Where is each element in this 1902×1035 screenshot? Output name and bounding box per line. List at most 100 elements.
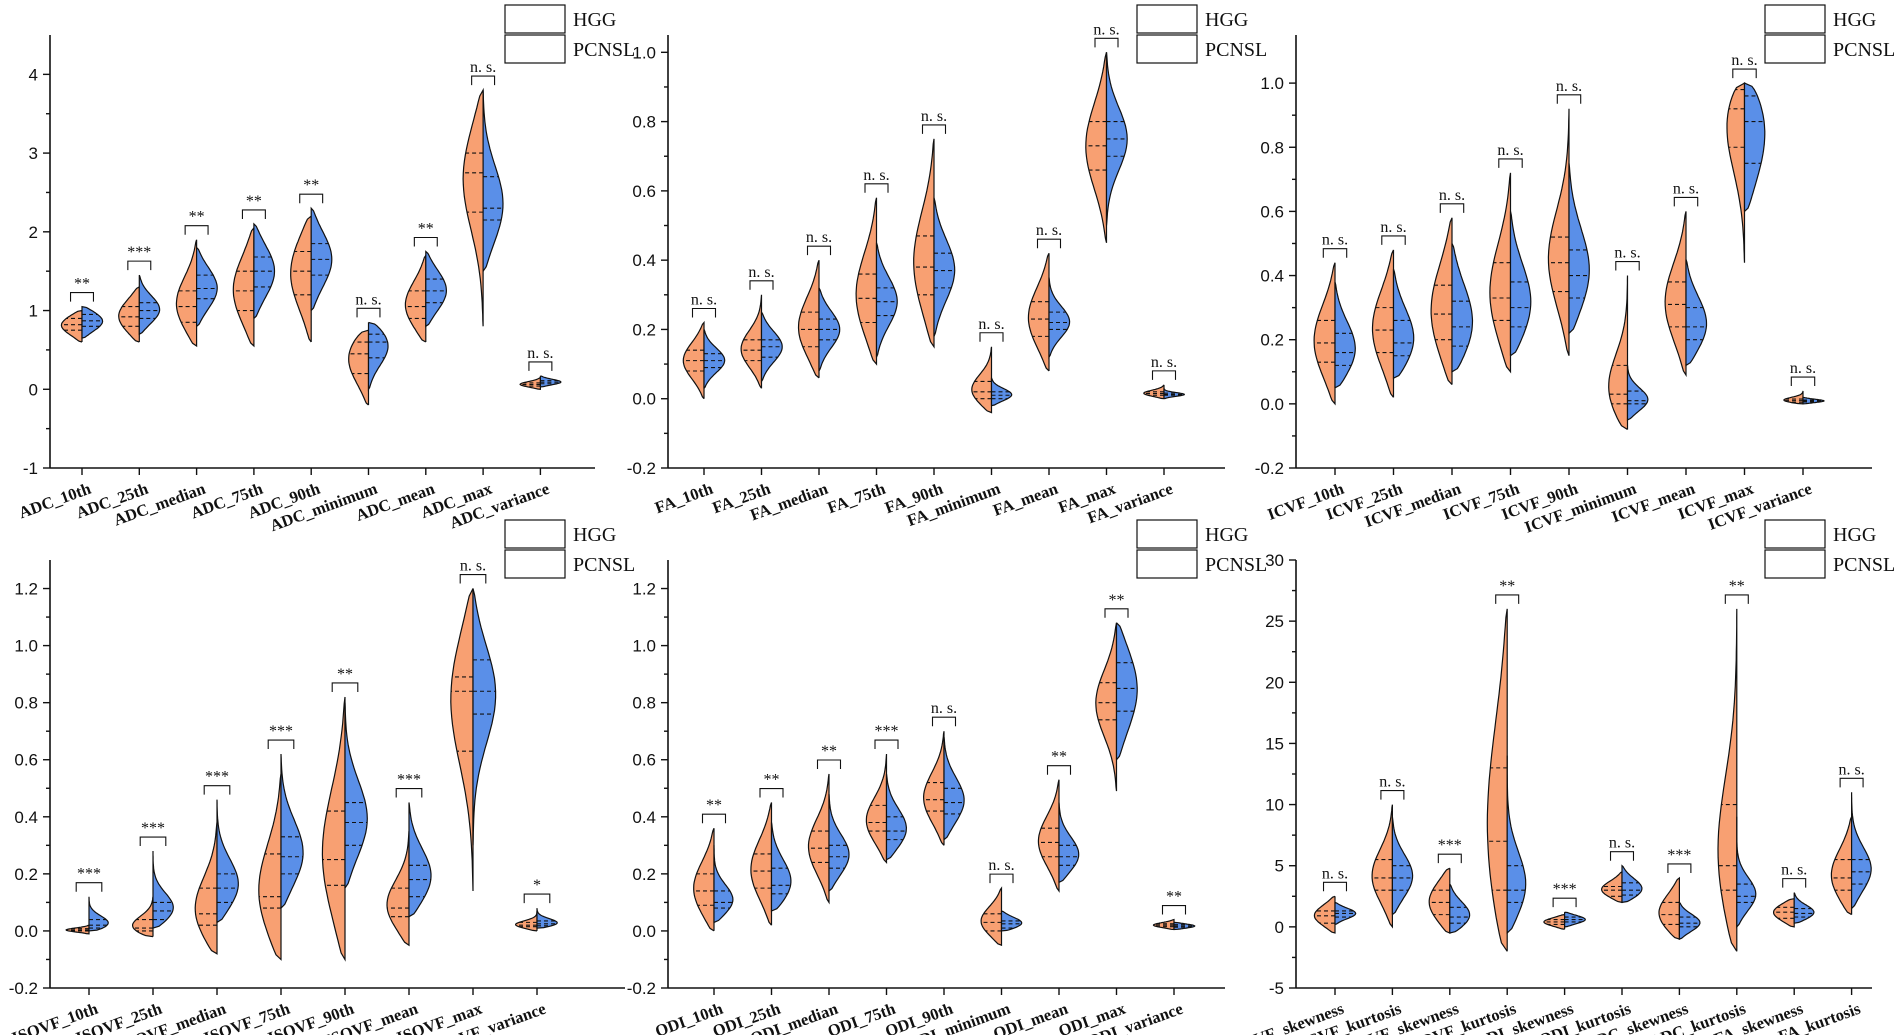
violin-group-FA_25th: n. s. [740, 264, 783, 389]
significance-bracket-ISOVF_mean [395, 787, 423, 798]
violin-hgg-FA_25th [740, 294, 763, 389]
violin-group-ISOVF_kurtosis: ** [1486, 578, 1527, 952]
significance-label-FA_90th: n. s. [921, 108, 947, 125]
violin-hgg-ISOVF_max [450, 588, 474, 892]
violin-group-FA_max: n. s. [1085, 21, 1128, 243]
legend-label-pcnsl: PCNSL [1833, 554, 1895, 576]
significance-label-FA_25th: n. s. [748, 264, 774, 281]
significance-bracket-ODI_10th [701, 813, 727, 824]
legend: HGG PCNSL [1764, 4, 1895, 64]
significance-label-ICVF_minimum: n. s. [1614, 245, 1640, 262]
significance-bracket-ISOVF_kurtosis [1495, 594, 1520, 604]
violin-group-ADC_kurtosis: ** [1717, 578, 1757, 952]
significance-bracket-ADC_max [471, 75, 496, 86]
y-tick-label: 0.0 [632, 390, 656, 409]
y-tick-label: 0.6 [1260, 202, 1284, 221]
legend-label-pcnsl: PCNSL [573, 554, 635, 576]
y-tick-label: 0.2 [14, 865, 38, 884]
violin-pcnsl-ICVF_90th [1568, 163, 1590, 335]
y-tick-label: 1.2 [632, 580, 656, 599]
significance-label-ADC_skewness: *** [1667, 847, 1691, 864]
significance-bracket-ISOVF_75th [267, 739, 295, 750]
violin-hgg-FA_kurtosis [1830, 816, 1853, 916]
violin-hgg-ADC_75th [232, 227, 255, 348]
violin-hgg-FA_max [1085, 52, 1108, 243]
violin-hgg-ICVF_75th [1489, 172, 1512, 374]
violin-pcnsl-FA_10th [703, 329, 726, 389]
significance-bracket-ICVF_90th [1556, 94, 1582, 104]
significance-label-ADC_variance: n. s. [527, 345, 553, 362]
y-tick-label: 0.6 [632, 182, 656, 201]
violin-pcnsl-FA_kurtosis [1851, 792, 1872, 909]
legend-swatch-pcnsl [1136, 34, 1198, 64]
significance-bracket-ISOVF_25th [139, 836, 167, 847]
violin-group-FA_skewness: n. s. [1773, 862, 1815, 928]
violin-group-ODI_minimum: n. s. [980, 857, 1023, 947]
y-tick-label: -5 [1269, 979, 1284, 998]
x-tick-label-FA_75th: FA_75th [825, 479, 888, 517]
y-tick-label: 0.0 [1260, 395, 1284, 414]
violin-hgg-FA_75th [855, 197, 878, 366]
significance-label-ODI_kurtosis: n. s. [1609, 835, 1635, 852]
legend-label-pcnsl: PCNSL [1205, 554, 1267, 576]
violin-pcnsl-ICVF_median [1451, 243, 1474, 373]
y-tick-label: 20 [1265, 673, 1284, 692]
violin-pcnsl-ADC_mean [425, 250, 448, 328]
violin-pcnsl-ISOVF_90th [344, 702, 368, 889]
violin-hgg-ISOVF_75th [258, 773, 282, 961]
significance-bracket-ICVF_median [1439, 203, 1465, 213]
legend-label-pcnsl: PCNSL [1833, 39, 1895, 61]
violin-group-ADC_minimum: n. s. [348, 291, 389, 406]
significance-bracket-FA_variance [1151, 370, 1177, 380]
significance-label-ICVF_median: n. s. [1439, 187, 1465, 204]
violin-group-FA_75th: n. s. [855, 167, 898, 366]
legend-label-hgg: HGG [573, 524, 616, 546]
violin-pcnsl-ADC_skewness [1678, 900, 1701, 940]
violin-group-ADC_25th: *** [118, 244, 161, 343]
significance-bracket-ODI_25th [759, 787, 784, 798]
violin-group-FA_median: n. s. [797, 229, 841, 379]
y-tick-label: 0.4 [1260, 267, 1284, 286]
significance-bracket-FA_90th [921, 124, 947, 134]
significance-label-ISOVF_skewness: *** [1438, 837, 1462, 854]
significance-label-FA_minimum: n. s. [978, 316, 1004, 333]
y-tick-label: -0.2 [627, 979, 656, 998]
significance-bracket-ODI_variance [1161, 904, 1187, 915]
significance-bracket-FA_median [806, 245, 832, 256]
violin-pcnsl-ODI_25th [770, 822, 792, 912]
violin-group-ISOVF_mean: *** [386, 772, 432, 947]
violin-group-ISOVF_10th: *** [65, 866, 109, 935]
violin-group-ISOVF_75th: *** [258, 723, 304, 961]
y-tick-label: 25 [1265, 612, 1284, 631]
significance-bracket-ISOVF_skewness [1437, 853, 1462, 864]
violin-pcnsl-ADC_variance [539, 375, 562, 388]
significance-label-FA_kurtosis: n. s. [1838, 761, 1864, 778]
significance-label-ISOVF_10th: *** [77, 866, 101, 883]
violin-group-ISOVF_skewness: *** [1428, 837, 1471, 934]
significance-label-ISOVF_90th: ** [337, 666, 353, 683]
violin-pcnsl-ODI_mean [1058, 802, 1080, 883]
significance-label-ISOVF_variance: * [533, 877, 541, 894]
significance-bracket-ICVF_minimum [1615, 261, 1640, 271]
significance-bracket-ADC_mean [413, 236, 438, 247]
significance-label-ICVF_75th: n. s. [1497, 142, 1523, 159]
y-tick-label: 0.8 [14, 694, 38, 713]
significance-bracket-ODI_75th [874, 739, 899, 750]
significance-bracket-FA_skewness [1782, 878, 1807, 888]
violin-group-ODI_mean: ** [1037, 749, 1080, 893]
y-tick-label: 1.0 [14, 637, 38, 656]
y-tick-label: 1 [29, 302, 38, 321]
violin-hgg-ADC_10th [60, 309, 83, 343]
significance-bracket-ICVF_variance [1790, 376, 1816, 387]
violin-group-ICVF_25th: n. s. [1371, 219, 1415, 398]
y-tick-label: -1 [23, 459, 38, 478]
y-tick-label: 0.6 [14, 751, 38, 770]
y-tick-label: 0.8 [632, 113, 656, 132]
y-tick-label: -0.2 [627, 459, 656, 478]
y-tick-label: 0 [1275, 918, 1284, 937]
violin-group-ADC_variance: n. s. [519, 345, 562, 390]
violin-group-ADC_10th: ** [60, 276, 104, 343]
x-tick-label-FA_mean: FA_mean [990, 479, 1060, 520]
